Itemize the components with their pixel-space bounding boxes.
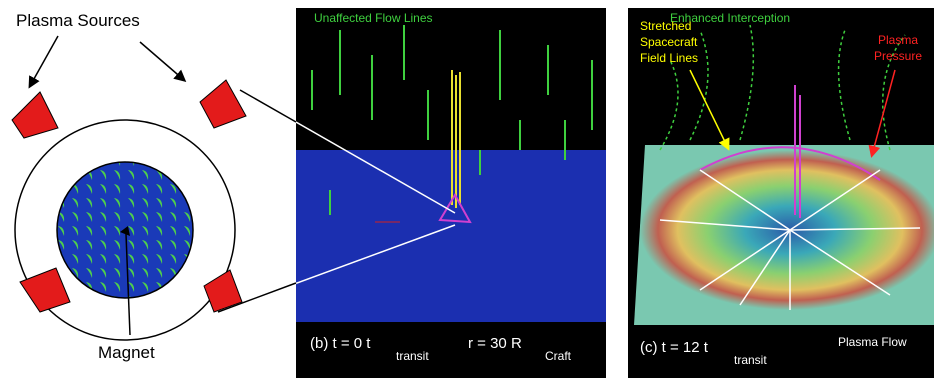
field-lines-label: Spacecraft <box>640 35 698 49</box>
magnet-label: Magnet <box>98 343 155 362</box>
panel-c: Enhanced Interception Stretched Spacecra… <box>628 8 934 378</box>
panel-b-title: Unaffected Flow Lines <box>314 11 433 25</box>
panel-c-time: (c) t = 12 t <box>640 339 709 356</box>
panel-c-time-sub: transit <box>734 353 767 367</box>
panel-c-flow: Plasma Flow <box>838 335 907 349</box>
sources-label: Plasma Sources <box>16 11 140 30</box>
panel-b-radius-sub: Craft <box>545 349 572 363</box>
field-lines-label: Field Lines <box>640 51 698 65</box>
field-lines-label: Stretched <box>640 19 691 33</box>
panel-b-radius: r = 30 R <box>468 335 522 352</box>
panel-b: Unaffected Flow Lines (b) t = 0 t transi… <box>296 8 606 378</box>
panel-b-time-sub: transit <box>396 349 429 363</box>
pressure-label: Pressure <box>874 49 922 63</box>
magnet-diagram: Plasma Sources Magnet <box>12 11 246 362</box>
pressure-label: Plasma <box>878 33 918 47</box>
panel-b-time: (b) t = 0 t <box>310 335 371 352</box>
figure: Plasma Sources Magnet Unaffected Flow Li… <box>0 0 934 381</box>
page: Plasma Sources Magnet Unaffected Flow Li… <box>0 0 934 381</box>
